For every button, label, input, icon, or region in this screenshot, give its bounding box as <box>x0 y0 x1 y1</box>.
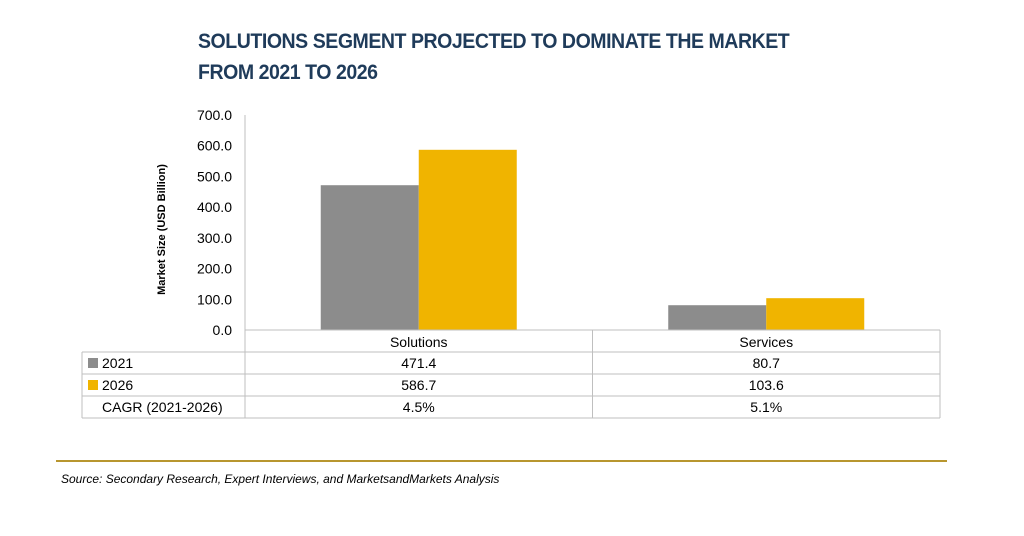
source-divider <box>56 460 947 462</box>
bar-2021-services <box>668 305 767 330</box>
y-tick-label: 100.0 <box>197 291 232 307</box>
legend-label-2026: 2026 <box>102 377 133 393</box>
chart-title-line-1: SOLUTIONS SEGMENT PROJECTED TO DOMINATE … <box>198 30 790 53</box>
data-label: 103.6 <box>749 377 784 393</box>
y-tick-label: 500.0 <box>197 168 232 184</box>
chart-title-line-2: FROM 2021 TO 2026 <box>198 61 378 84</box>
cagr-value: 4.5% <box>403 399 435 415</box>
legend-label-2021: 2021 <box>102 355 133 371</box>
legend-key-2021 <box>88 358 98 368</box>
y-tick-label: 200.0 <box>197 261 232 277</box>
y-tick-label: 400.0 <box>197 199 232 215</box>
y-tick-label: 700.0 <box>197 107 232 123</box>
y-tick-label: 600.0 <box>197 138 232 154</box>
bar-2021-solutions <box>320 185 419 330</box>
bar-2026-services <box>766 298 865 330</box>
y-tick-label: 300.0 <box>197 230 232 246</box>
legend-key-2026 <box>88 380 98 390</box>
cagr-value: 5.1% <box>750 399 782 415</box>
data-label: 471.4 <box>401 355 436 371</box>
chart-title: SOLUTIONS SEGMENT PROJECTED TO DOMINATE … <box>198 26 793 88</box>
y-tick-label: 0.0 <box>213 322 233 338</box>
bar-2026-solutions <box>418 149 517 330</box>
y-axis-title: Market Size (USD Billion) <box>156 164 168 295</box>
data-label: 80.7 <box>753 355 780 371</box>
source-note: Source: Secondary Research, Expert Inter… <box>61 472 500 486</box>
data-label: 586.7 <box>401 377 436 393</box>
x-category-label: Solutions <box>390 334 448 350</box>
cagr-row-label: CAGR (2021-2026) <box>102 399 223 415</box>
x-category-label: Services <box>739 334 793 350</box>
